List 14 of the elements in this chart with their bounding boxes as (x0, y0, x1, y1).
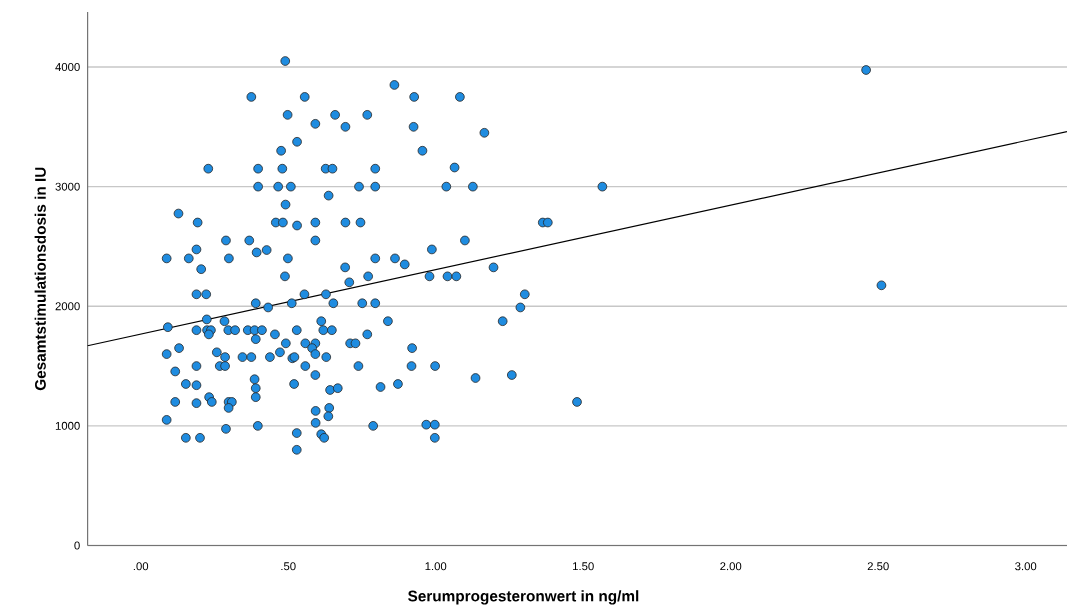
y-axis-title: Gesamtstimulationsdosis in IU (34, 167, 46, 391)
x-tick-label: .00 (133, 562, 149, 571)
y-tick-label: 3000 (55, 182, 80, 191)
y-tick-label: 2000 (55, 302, 80, 311)
x-tick-label: 2.00 (720, 562, 742, 571)
y-tick-label: 4000 (55, 63, 80, 72)
x-axis-title: Serumprogesteronwert in ng/ml (408, 590, 639, 605)
x-tick-label: 2.50 (867, 562, 889, 571)
x-tick-label: 1.50 (573, 562, 594, 571)
x-tick-label: .50 (281, 562, 296, 571)
x-tick-label: 3.00 (1015, 562, 1037, 571)
y-tick-label: 1000 (55, 421, 80, 430)
y-tick-label: 0 (74, 541, 80, 550)
x-tick-label: 1.00 (425, 562, 447, 571)
